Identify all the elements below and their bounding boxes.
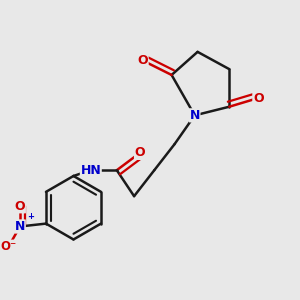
Text: +: + (27, 212, 34, 221)
Text: O: O (15, 200, 25, 213)
Text: O: O (135, 146, 145, 159)
Text: O: O (137, 54, 148, 67)
Text: O: O (253, 92, 263, 104)
Text: N: N (15, 220, 25, 233)
Text: N: N (190, 109, 200, 122)
Text: HN: HN (80, 164, 101, 177)
Text: O⁻: O⁻ (0, 240, 16, 253)
